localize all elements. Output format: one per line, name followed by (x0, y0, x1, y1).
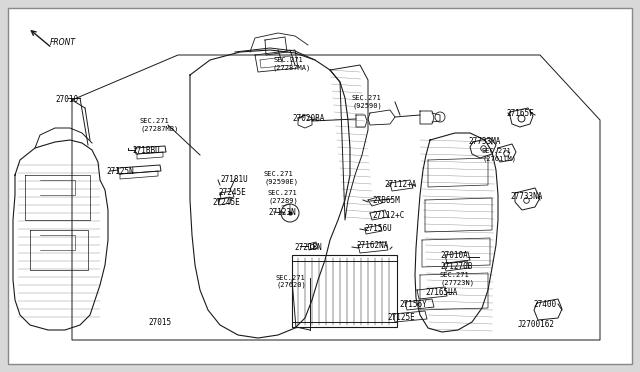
Text: J2700162: J2700162 (518, 320, 555, 329)
Text: 27010: 27010 (55, 95, 78, 104)
Text: 27156U: 27156U (364, 224, 392, 233)
Text: 2721BN: 2721BN (294, 243, 322, 252)
Text: 27181U: 27181U (220, 175, 248, 184)
Text: 27125E: 27125E (387, 313, 415, 322)
Text: 27123N: 27123N (268, 208, 296, 217)
Text: 27010A: 27010A (440, 251, 468, 260)
Text: 27020BA: 27020BA (292, 114, 324, 123)
Text: SEC.271
(27287MB): SEC.271 (27287MB) (140, 118, 179, 131)
Text: FRONT: FRONT (50, 38, 76, 46)
Text: 27112+A: 27112+A (384, 180, 417, 189)
Text: SEC.271
(27289): SEC.271 (27289) (268, 190, 298, 203)
Text: SEC.271
(92590): SEC.271 (92590) (352, 95, 381, 109)
Text: 27162NA: 27162NA (356, 241, 388, 250)
Text: 27245E: 27245E (218, 188, 246, 197)
Text: 27733NA: 27733NA (510, 192, 542, 201)
Text: SEC.271
(27620): SEC.271 (27620) (276, 275, 306, 289)
Text: 27015: 27015 (148, 318, 171, 327)
Text: 27156Y: 27156Y (399, 300, 427, 309)
Text: 271270B: 271270B (440, 262, 472, 271)
Text: 27165F: 27165F (506, 109, 534, 118)
Text: SEC.271
(27723N): SEC.271 (27723N) (440, 272, 474, 285)
Text: SEC.271
(27287MA): SEC.271 (27287MA) (273, 57, 311, 71)
Text: 27245E: 27245E (212, 198, 240, 207)
Text: 271BBU: 271BBU (132, 146, 160, 155)
Text: SEC.271
(92590E): SEC.271 (92590E) (264, 171, 298, 185)
Text: 27733MA: 27733MA (468, 137, 500, 146)
Text: 27125N: 27125N (106, 167, 134, 176)
Text: 27B65M: 27B65M (372, 196, 400, 205)
Bar (292, 255, 397, 327)
Text: 27165UA: 27165UA (425, 288, 458, 297)
Text: 27112+C: 27112+C (372, 211, 404, 220)
Text: 27400: 27400 (533, 300, 556, 309)
Text: SEC.271
(2761lM): SEC.271 (2761lM) (482, 148, 516, 161)
